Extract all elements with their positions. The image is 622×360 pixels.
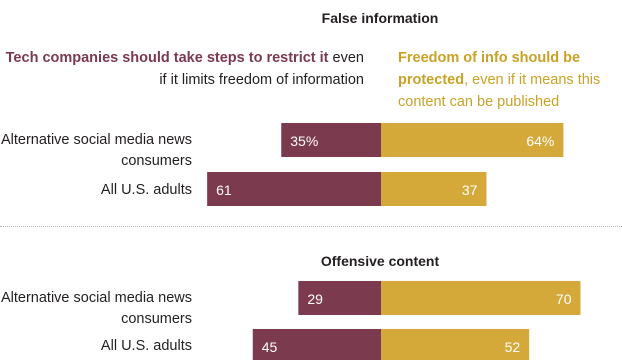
bar-restrict-label: 61 [216, 182, 232, 198]
bar-restrict-label: 35% [290, 133, 318, 149]
bar-freedom-label: 64% [526, 133, 554, 149]
legend-restrict-bold: Tech companies should take steps to rest… [5, 50, 329, 66]
legend-restrict-rest: even if it limits freedom of information [159, 50, 364, 88]
bar-restrict [298, 281, 381, 315]
bar-freedom [381, 281, 581, 315]
legend-freedom: Freedom of info should be protected, eve… [398, 47, 622, 113]
legend-freedom-rest: , even if it means this content can be p… [398, 72, 601, 110]
panel-title-false-information: False information [321, 10, 439, 26]
legend-restrict: Tech companies should take steps to rest… [0, 47, 364, 91]
bar-restrict [281, 123, 381, 157]
panel-title-offensive-content: Offensive content [320, 253, 440, 269]
row-label-all-1: All U.S. adults [100, 182, 192, 198]
bar-freedom-label: 52 [505, 339, 521, 355]
row-label-alt-2: Alternative social media news consumers [0, 290, 192, 327]
bar-restrict-label: 45 [262, 339, 278, 355]
bar-freedom [381, 123, 564, 157]
bar-restrict-label: 29 [307, 291, 323, 307]
bar-restrict [252, 329, 381, 360]
bar-freedom [381, 329, 530, 360]
legend-freedom-bold: Freedom of info should be protected [398, 50, 581, 88]
row-label-all-2: All U.S. adults [100, 338, 192, 354]
bar-freedom [381, 172, 487, 206]
row-label-alt-1: Alternative social media news consumers [0, 132, 192, 169]
bar-freedom-label: 37 [462, 182, 478, 198]
bar-restrict [207, 172, 381, 206]
bar-freedom-label: 70 [556, 291, 572, 307]
section-divider [0, 226, 622, 227]
